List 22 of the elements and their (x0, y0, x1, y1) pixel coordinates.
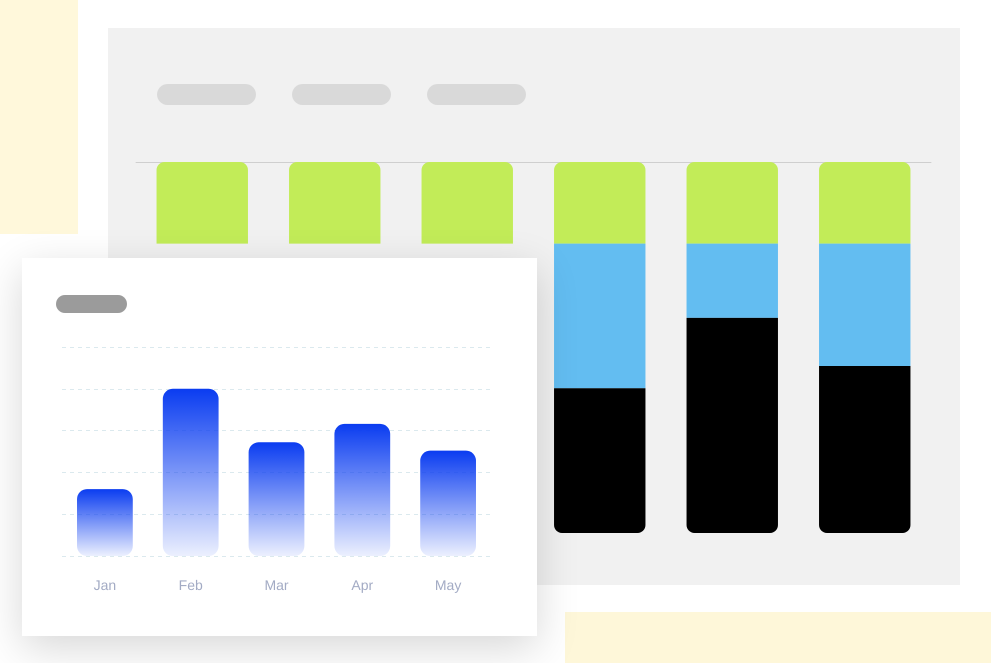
bar (686, 318, 778, 533)
bar (334, 424, 390, 556)
bar (422, 162, 513, 244)
x-tick-label: Feb (178, 577, 203, 593)
bar (819, 366, 910, 533)
bar (554, 388, 646, 533)
bar (420, 450, 476, 556)
bar (289, 162, 380, 244)
x-tick-label: May (434, 577, 462, 593)
x-tick-label: Mar (264, 577, 289, 593)
bar (686, 244, 778, 318)
bar (686, 162, 778, 244)
bar (248, 442, 304, 556)
bar (77, 489, 133, 556)
x-tick-label: Jan (94, 577, 116, 593)
bar (162, 388, 219, 556)
x-tick-label: Apr (351, 577, 374, 593)
bar (554, 244, 646, 388)
bar (554, 162, 646, 244)
bar (156, 162, 248, 244)
bar (819, 244, 910, 366)
bar (819, 162, 910, 244)
